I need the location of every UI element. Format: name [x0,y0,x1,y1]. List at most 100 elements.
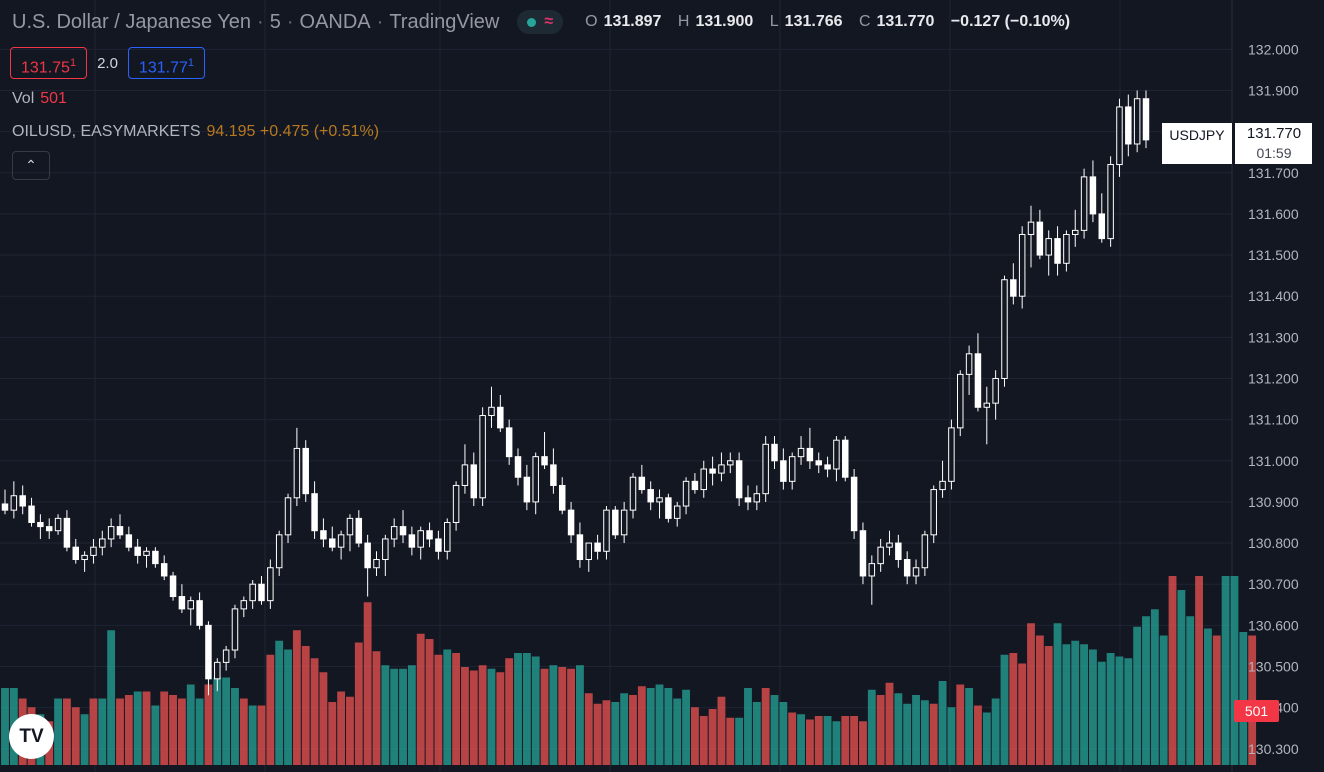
spread-value: 2.0 [97,54,118,72]
volume-bar [956,684,965,765]
symbol-title[interactable]: U.S. Dollar / Japanese Yen [12,10,252,33]
volume-bar [239,698,248,765]
candle-body-down [408,534,416,548]
volume-bar [337,691,346,765]
overlay-legend[interactable]: OILUSD, EASYMARKETS 94.195 +0.475 (+0.51%… [12,123,379,141]
volume-bar [859,721,867,765]
volume-bar [699,716,708,765]
volume-bar [452,653,461,765]
candle [673,501,681,527]
candle-body-down [505,427,513,458]
volume-bar [1053,623,1062,765]
candle-body-up [444,521,451,552]
volume-bar [301,646,310,765]
volume-bar [160,691,169,765]
market-status-pill[interactable]: ≈ [517,10,564,34]
candle [408,526,416,556]
candle [346,514,354,552]
volume-bar [407,665,416,765]
candle-body-up [231,608,239,651]
interval-label[interactable]: 5 [269,10,281,33]
price-tick-label: 131.300 [1248,329,1299,345]
candle [293,427,301,507]
candle-body-down [160,563,168,577]
last-price-tag: USDJPY 131.770 01:59 [1162,123,1312,164]
volume-bar [841,716,850,765]
candle [143,547,150,568]
candle-body-up [753,493,761,503]
change-value: −0.127 (−0.10%) [950,13,1071,30]
volume-bar [346,696,354,765]
candle [426,522,433,548]
volume-legend[interactable]: Vol 501 [12,90,67,108]
candle-body-up [877,546,884,565]
collapse-legend-button[interactable]: ⌃ [12,151,50,180]
candle-body-down [169,575,177,598]
volume-bar [744,688,752,765]
candle-body-up [992,377,999,404]
candle [948,419,955,490]
volume-bar [1018,663,1027,765]
candle [116,514,124,539]
candle [258,575,265,605]
volume-bar [549,665,558,765]
volume-bar [629,695,637,765]
candle-body-down [470,464,478,499]
tradingview-logo[interactable]: TV [9,714,54,759]
candle-body-up [1018,233,1026,297]
symbol-legend: U.S. Dollar / Japanese Yen · 5 · OANDA ·… [12,10,1076,34]
candle-body-down [903,559,911,577]
candle-body-up [700,468,707,491]
candle [824,456,831,478]
volume-bar [328,702,337,765]
volume-bar [1142,616,1150,765]
candle [399,510,407,544]
volume-bar [425,639,434,765]
volume-bar [496,672,505,765]
candle [541,431,548,469]
candle [54,514,62,535]
volume-bar [1230,576,1239,765]
candle-body-down [647,489,654,503]
overlay-value: 94.195 +0.475 (+0.51%) [206,123,380,140]
candle [842,436,849,482]
candle [1089,160,1097,223]
candle-body-down [1089,176,1097,215]
sell-button[interactable]: 131.751 [10,47,88,79]
candle [859,522,867,585]
quote-row: 131.751 2.0 131.771 [10,47,205,79]
volume-bar [965,688,974,765]
candle [90,538,97,564]
volume-bar [991,698,1000,765]
volume-bar [1177,590,1186,765]
volume-bar [124,695,133,765]
price-tick-label: 130.300 [1248,741,1299,757]
candle [28,497,35,527]
volume-bar [876,695,885,765]
candle-body-down [895,542,902,561]
candle-body-up [629,476,637,511]
candle [435,530,442,560]
candle [523,464,531,511]
candle-body-up [390,526,398,540]
volume-bar [717,696,726,765]
volume-bar [814,716,823,765]
candle [1071,209,1079,247]
candle-body-down [426,530,433,540]
candle-body-down [497,406,504,429]
buy-button[interactable]: 131.771 [127,47,205,79]
candle-body-down [72,546,80,561]
market-open-dot-icon [527,17,537,27]
volume-bar [195,698,204,765]
candle-body-up [337,534,345,548]
volume-bar [275,640,284,765]
volume-bar [354,642,363,765]
candle [930,485,937,544]
candle [364,534,371,597]
close-value: 131.770 [876,13,935,30]
candle [382,534,389,576]
candle [603,506,610,560]
candle-body-down [125,534,133,548]
candle-body-down [806,447,814,462]
